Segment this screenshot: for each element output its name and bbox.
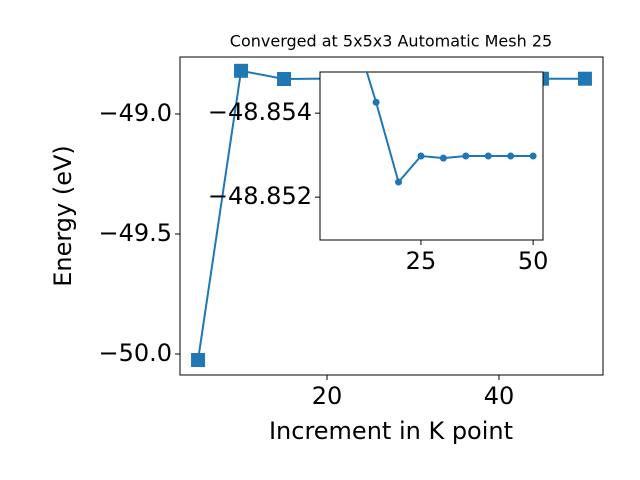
x-tick-label: 25 [406, 247, 437, 275]
marker [234, 63, 249, 78]
marker [191, 353, 206, 367]
y-tick-label: −49.5 [98, 219, 172, 247]
y-tick-label: −50.0 [98, 339, 172, 367]
y-axis-label: Energy (eV) [49, 145, 77, 287]
marker [462, 152, 470, 160]
marker [529, 152, 537, 160]
plot-content [365, 72, 537, 186]
y-tick-label: −48.852 [208, 182, 312, 210]
x-axis-label: Increment in K point [269, 417, 513, 445]
marker [507, 152, 515, 160]
marker [277, 72, 292, 87]
marker [484, 152, 492, 160]
chart-title: Converged at 5x5x3 Automatic Mesh 25 [230, 32, 552, 51]
y-tick-label: −49.0 [98, 99, 172, 127]
y-tick-label: −48.854 [208, 98, 312, 126]
marker [417, 152, 425, 160]
marker [395, 178, 403, 186]
x-tick-label: 50 [518, 247, 549, 275]
x-tick-label: 20 [312, 382, 343, 410]
marker [439, 154, 447, 162]
marker [577, 71, 592, 86]
marker [372, 98, 380, 106]
x-tick-label: 40 [484, 382, 515, 410]
